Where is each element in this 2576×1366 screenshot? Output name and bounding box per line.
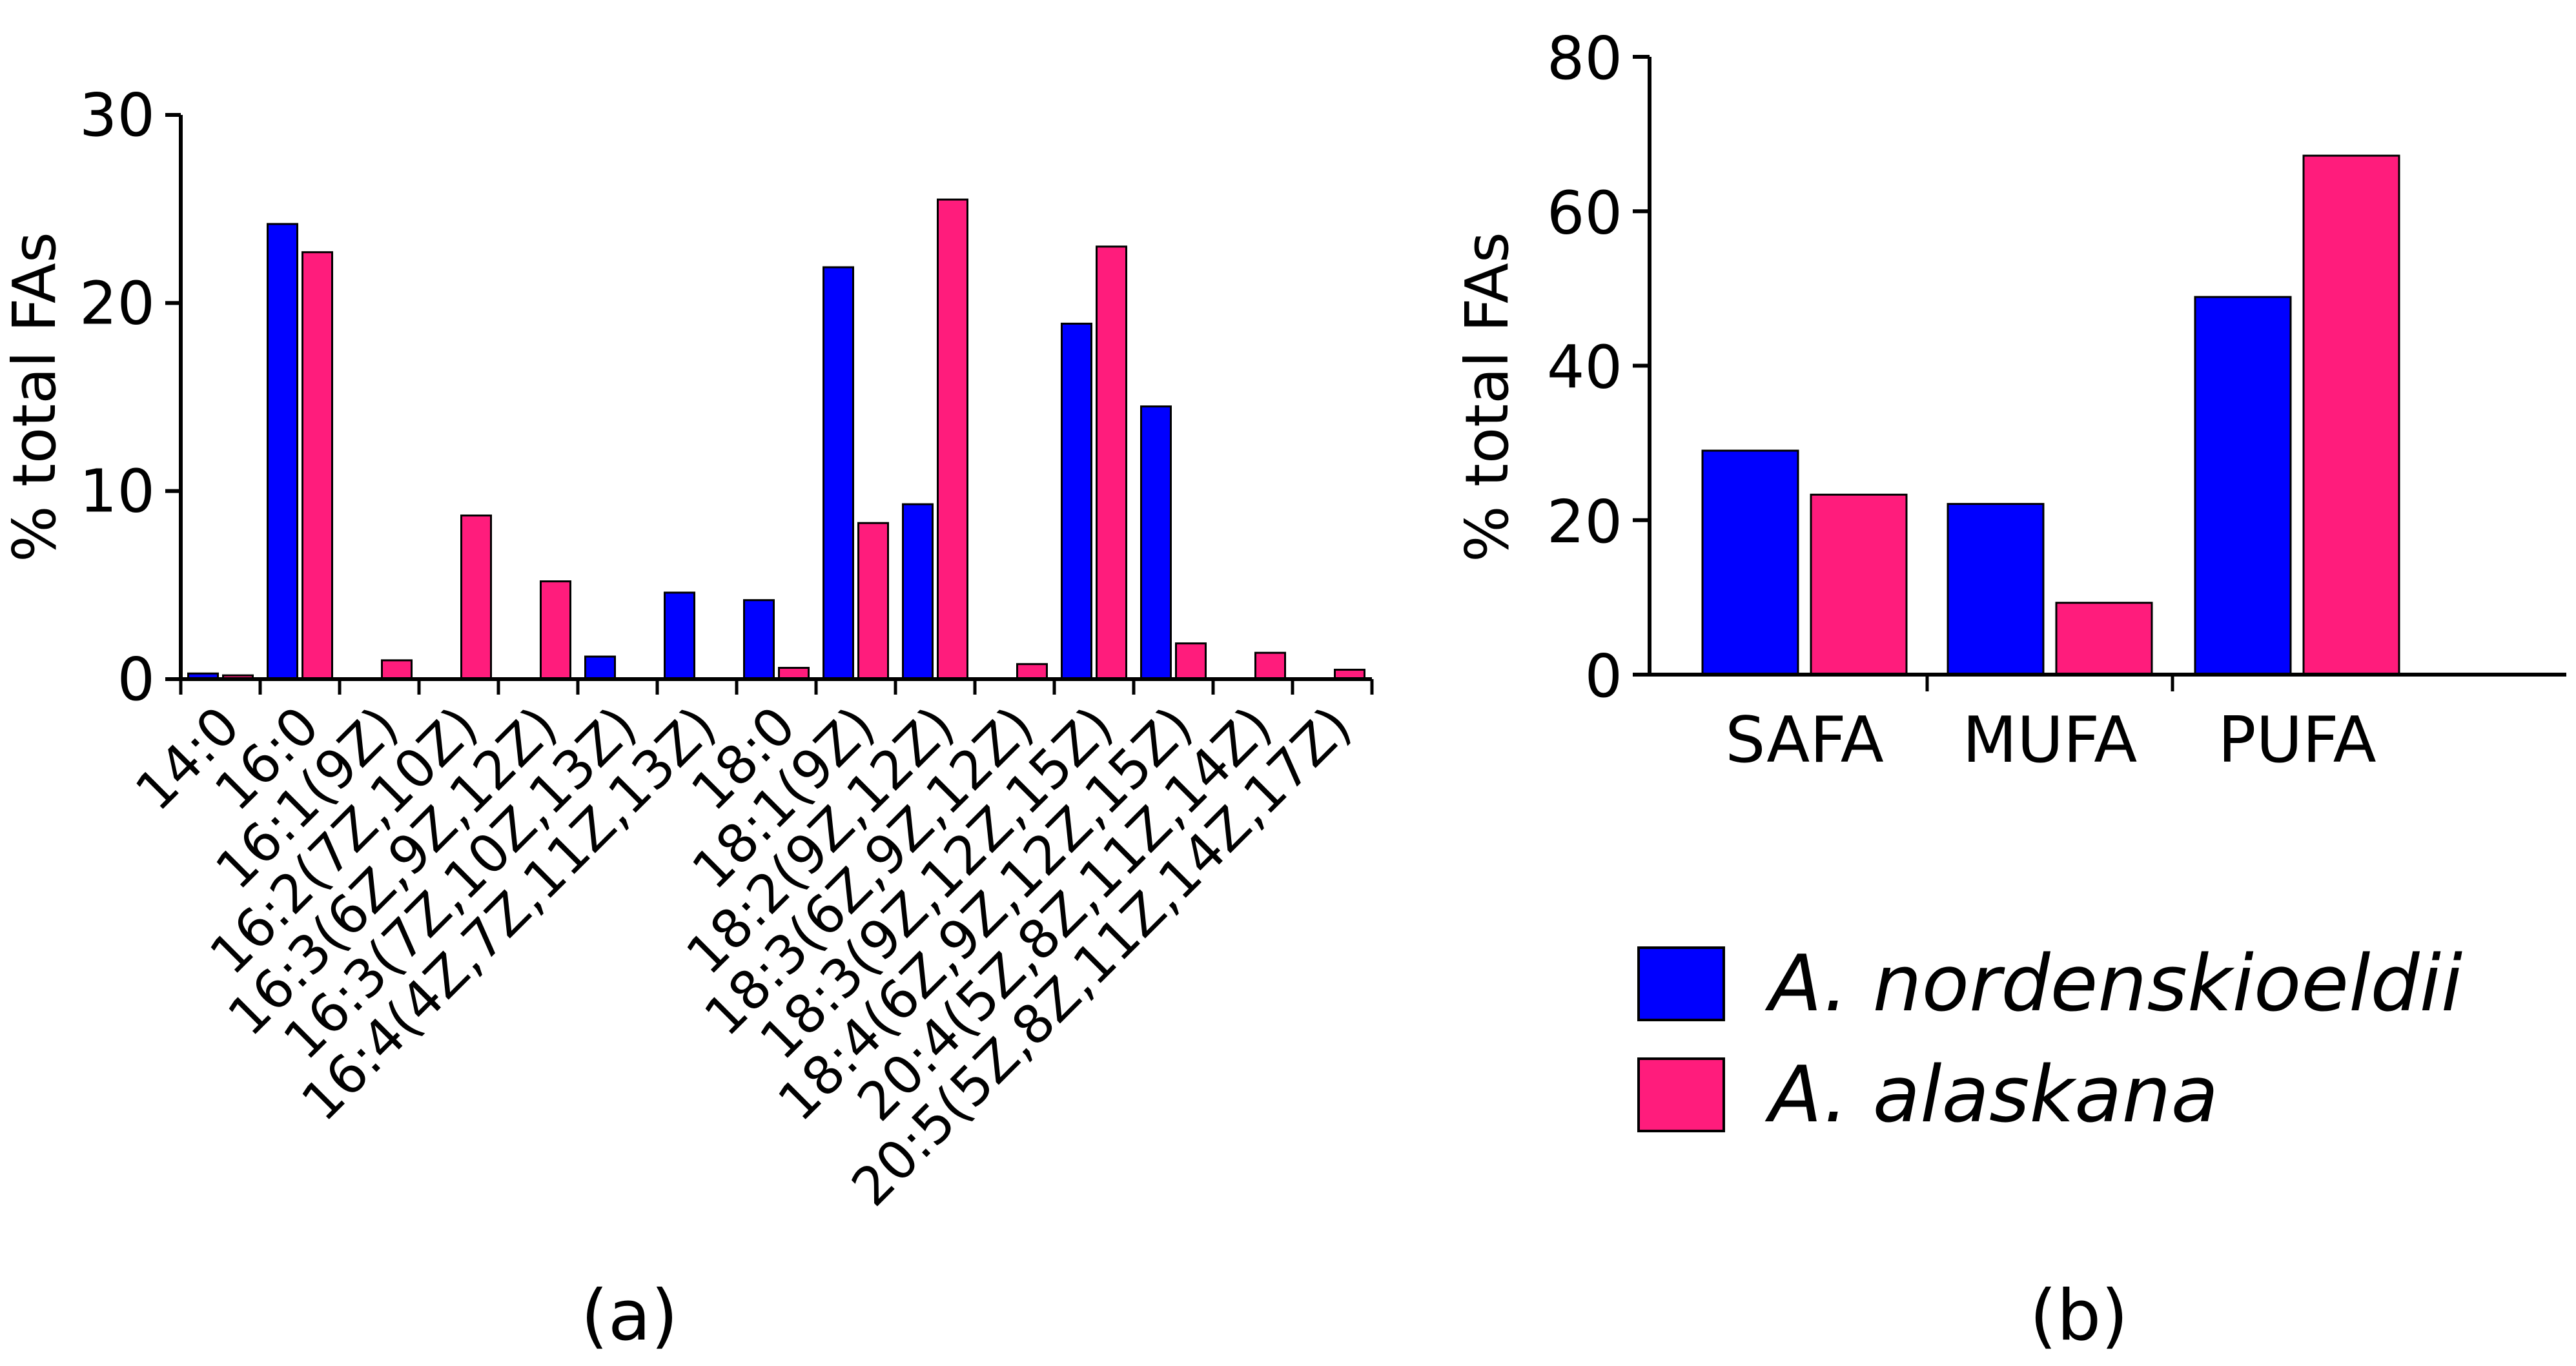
legend-label-alaskana: A. alaskana [1764,1050,2218,1140]
legend-label-nordenskioeldii: A. nordenskioeldii [1764,939,2462,1029]
panel-b-y-tick-label: 60 [1547,178,1622,247]
panel-b-y-ticks: 0 20 40 60 80 [1547,24,1650,711]
bar-a-nordenskioeldii-9 [902,503,934,680]
panel-a-y-tick-label: 20 [79,269,155,338]
bar-a-alaskana-10 [1016,663,1048,680]
bar-a-nordenskioeldii-7 [743,599,775,680]
bar-b-alaskana-0 [1810,493,1908,676]
bar-a-alaskana-11 [1096,245,1127,680]
bar-a-alaskana-13 [1254,651,1286,680]
legend: A. nordenskioeldii A. alaskana [1637,939,2462,1140]
bar-b-nordenskioeldii-0 [1701,449,1799,676]
panel-b-x-ticks: SAFA MUFA PUFA [1725,675,2377,777]
bar-a-nordenskioeldii-11 [1061,322,1092,680]
panel-a-y-ticks: 0 10 20 30 [79,81,181,714]
bar-a-alaskana-9 [937,198,968,680]
panel-a-bars [187,198,1365,680]
bar-b-alaskana-2 [2302,154,2400,676]
legend-swatch-alaskana [1637,1057,1725,1132]
legend-swatch-nordenskioeldii [1637,946,1725,1021]
panel-b-y-tick-label: 80 [1547,24,1622,93]
bar-a-alaskana-12 [1175,642,1207,680]
panel-b-category-label: SAFA [1725,704,1883,777]
panel-a-x-ticks: 14:016:016:1(9Z)16:2(7Z,10Z)16:3(6Z,9Z,1… [124,679,1374,1218]
panel-a-y-tick-label: 30 [79,81,155,150]
panel-b-category-label: MUFA [1963,704,2138,777]
bar-b-alaskana-1 [2055,602,2153,676]
panel-a-y-tick-label: 10 [79,457,155,526]
bar-a-alaskana-2 [381,659,413,680]
panel-a-y-tick-label: 0 [117,645,155,714]
panel-a-label: (a) [581,1276,678,1356]
bar-a-nordenskioeldii-1 [267,223,298,680]
bar-a-nordenskioeldii-5 [584,655,616,680]
panel-a-chart: 0 10 20 30 14:016:016:1(9Z)16:2(7Z,10Z)16:3… [0,81,1374,1356]
panel-b-y-axis-title: % total FAs [1453,232,1522,562]
panel-b-y-tick-label: 40 [1547,333,1622,402]
bar-a-alaskana-1 [302,251,333,680]
bar-a-nordenskioeldii-12 [1140,405,1172,680]
panel-b-chart: 0 20 40 60 80 SAFA MUFA PUFA % total FAs (b) [1453,24,2566,1356]
bar-a-alaskana-8 [857,522,889,680]
bar-b-nordenskioeldii-1 [1947,503,2045,676]
panel-b-y-tick-label: 20 [1547,487,1622,556]
panel-a-y-axis-title: % total FAs [0,232,69,562]
bar-a-nordenskioeldii-6 [664,591,695,680]
bar-a-alaskana-3 [460,515,492,680]
panel-b-y-tick-label: 0 [1584,642,1622,711]
bar-b-nordenskioeldii-2 [2194,296,2292,676]
panel-b-bars [1701,154,2400,676]
bar-a-alaskana-4 [540,580,571,680]
panel-b-label: (b) [2030,1276,2129,1356]
bar-a-nordenskioeldii-8 [823,266,854,680]
panel-b-category-label: PUFA [2218,704,2376,777]
